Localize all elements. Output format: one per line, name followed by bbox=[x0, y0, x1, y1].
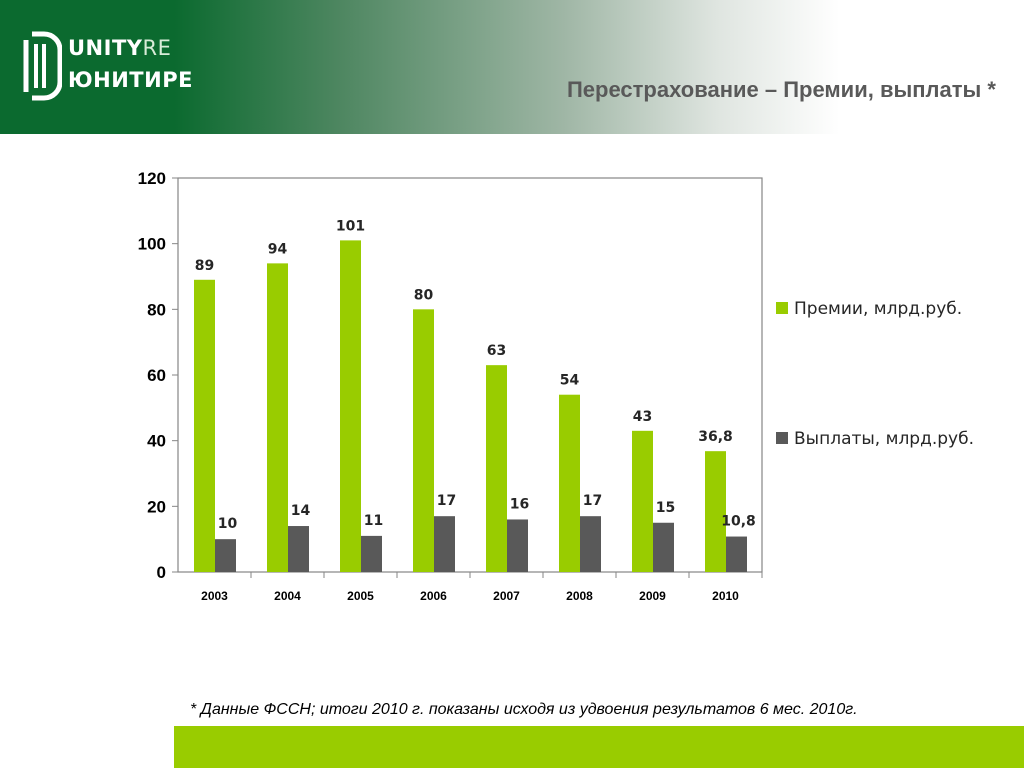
y-tick-label: 100 bbox=[138, 235, 166, 254]
premium-data-label: 101 bbox=[336, 218, 365, 234]
premium-bar bbox=[559, 394, 580, 572]
y-tick-label: 80 bbox=[147, 300, 166, 319]
premium-bar bbox=[194, 279, 215, 572]
premium-data-label: 54 bbox=[560, 373, 580, 389]
y-tick-label: 120 bbox=[138, 169, 166, 188]
payment-bar bbox=[726, 536, 747, 572]
x-tick-label: 2009 bbox=[639, 589, 666, 603]
premium-data-label: 80 bbox=[414, 287, 434, 303]
logo-top-text: UNITY bbox=[68, 36, 143, 60]
logo-bottom-suffix: РЕ bbox=[162, 68, 193, 92]
legend-label-payments: Выплаты, млрд.руб. bbox=[794, 429, 974, 449]
premium-bar bbox=[632, 430, 653, 572]
premium-data-label: 43 bbox=[633, 409, 652, 425]
premium-bar bbox=[340, 240, 361, 572]
payment-data-label: 10 bbox=[218, 516, 238, 532]
logo-text-latin: UNITYRE bbox=[68, 36, 171, 60]
payment-bar bbox=[580, 516, 601, 572]
legend-swatch-payments bbox=[776, 432, 788, 444]
plot-area: 0 20 40 60 80 100 120 2003 2004 2005 2006 2007 2008 2… bbox=[138, 169, 763, 603]
payment-data-label: 17 bbox=[583, 493, 602, 509]
logo-top-suffix: RE bbox=[142, 36, 172, 60]
page-title: Перестрахование – Премии, выплаты * bbox=[566, 77, 996, 102]
y-tick-label: 0 bbox=[157, 563, 166, 582]
payment-bar bbox=[653, 522, 674, 572]
x-tick-label: 2005 bbox=[347, 589, 374, 603]
premium-data-label: 89 bbox=[195, 258, 214, 274]
chart-legend: Премии, млрд.руб. Выплаты, млрд.руб. bbox=[776, 299, 974, 449]
legend-label-premiums: Премии, млрд.руб. bbox=[794, 299, 962, 319]
logo-text-cyrillic: ЮНИТИРЕ bbox=[68, 68, 193, 92]
payment-bar bbox=[507, 519, 528, 572]
payment-bar bbox=[215, 539, 236, 572]
premium-bar bbox=[413, 309, 434, 572]
header-banner: UNITYRE ЮНИТИРЕ Перестрахование – Премии… bbox=[0, 0, 1024, 134]
y-tick-label: 40 bbox=[147, 432, 166, 451]
y-tick-label: 20 bbox=[147, 497, 166, 516]
premium-bar bbox=[705, 451, 726, 572]
x-tick-label: 2008 bbox=[566, 589, 593, 603]
premium-bar bbox=[486, 365, 507, 572]
x-tick-label: 2003 bbox=[201, 589, 228, 603]
bar-chart: 0 20 40 60 80 100 120 2003 2004 2005 2006 2007 2008 2… bbox=[138, 169, 974, 603]
x-tick-label: 2010 bbox=[712, 589, 739, 603]
x-tick-label: 2004 bbox=[274, 589, 301, 603]
x-tick-label: 2006 bbox=[420, 589, 447, 603]
company-logo[interactable]: UNITYRE ЮНИТИРЕ bbox=[22, 30, 192, 102]
payment-bar bbox=[288, 526, 309, 572]
payment-bar bbox=[434, 516, 455, 572]
x-tick-label: 2007 bbox=[493, 589, 520, 603]
footnote: * Данные ФССН; итоги 2010 г. показаны ис… bbox=[190, 701, 858, 718]
payment-data-label: 17 bbox=[437, 493, 456, 509]
payment-data-label: 10,8 bbox=[721, 514, 756, 530]
bottom-bar bbox=[174, 726, 1024, 768]
premium-bar bbox=[267, 263, 288, 572]
payment-data-label: 15 bbox=[656, 500, 675, 516]
premium-data-label: 63 bbox=[487, 343, 506, 359]
logo-emblem-icon bbox=[23, 31, 62, 101]
logo-bottom-text: ЮНИТИ bbox=[68, 68, 163, 92]
premium-data-label: 94 bbox=[268, 241, 288, 257]
payment-data-label: 11 bbox=[364, 513, 383, 529]
payment-data-label: 16 bbox=[510, 496, 529, 512]
y-tick-label: 60 bbox=[147, 366, 166, 385]
legend-swatch-premiums bbox=[776, 302, 788, 314]
premium-data-label: 36,8 bbox=[698, 429, 733, 445]
payment-bar bbox=[361, 535, 382, 572]
payment-data-label: 14 bbox=[291, 503, 311, 519]
